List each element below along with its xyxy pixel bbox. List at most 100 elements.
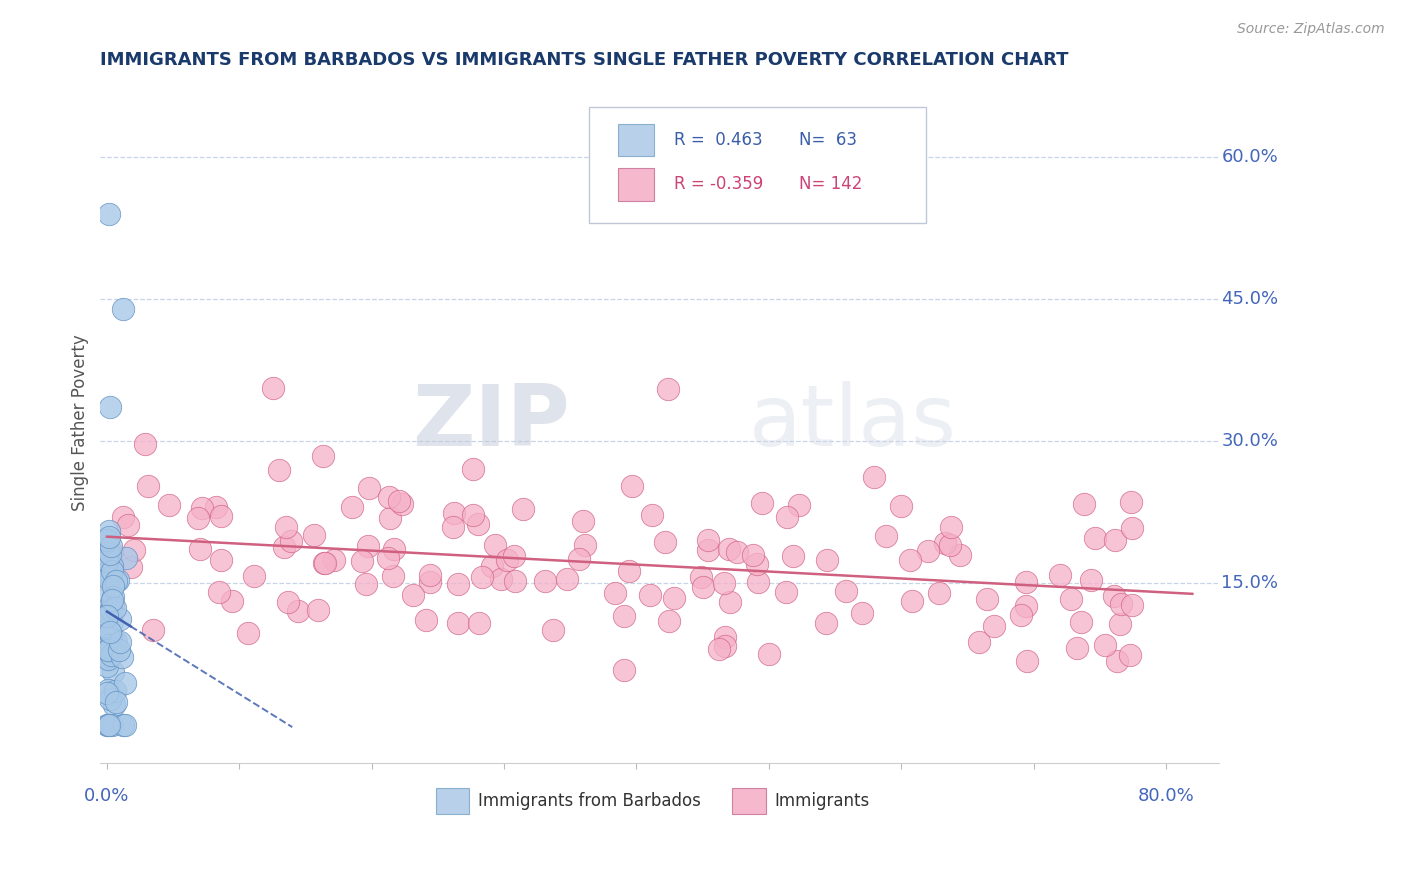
Bar: [619, 168, 654, 201]
Point: [98, 400, 121, 414]
Point: [97, 643, 120, 657]
Point: [714, 630, 737, 644]
Point: [654, 534, 676, 549]
Text: R = -0.359: R = -0.359: [673, 176, 763, 194]
Point: [312, 556, 335, 570]
Point: [1109, 597, 1132, 611]
Point: [461, 508, 484, 523]
Point: [96, 564, 118, 578]
Point: [714, 639, 737, 653]
Point: [815, 553, 838, 567]
Point: [1121, 521, 1143, 535]
Point: [1121, 598, 1143, 612]
Point: [471, 570, 494, 584]
Point: [789, 498, 811, 512]
Point: [391, 497, 413, 511]
Point: [97, 607, 120, 621]
Point: [276, 520, 298, 534]
Point: [613, 663, 636, 677]
Point: [98, 547, 121, 561]
Point: [97, 718, 120, 732]
Point: [1107, 654, 1129, 668]
Point: [97, 649, 120, 664]
Point: [188, 541, 211, 556]
Point: [236, 626, 259, 640]
Point: [612, 609, 634, 624]
Point: [814, 616, 837, 631]
Point: [621, 479, 644, 493]
Point: [342, 500, 364, 515]
Point: [209, 552, 232, 566]
Point: [382, 541, 405, 556]
Point: [101, 598, 124, 612]
Text: Source: ZipAtlas.com: Source: ZipAtlas.com: [1237, 22, 1385, 37]
Point: [96, 659, 118, 673]
Point: [1108, 617, 1130, 632]
Point: [157, 498, 180, 512]
Point: [402, 588, 425, 602]
Point: [107, 574, 129, 588]
Point: [419, 568, 441, 582]
Point: [862, 470, 884, 484]
Point: [617, 564, 640, 578]
Point: [124, 543, 146, 558]
Point: [96, 533, 118, 547]
Point: [97, 574, 120, 588]
Point: [97, 622, 120, 636]
Text: atlas: atlas: [749, 381, 957, 464]
Point: [287, 604, 309, 618]
Text: R =  0.463: R = 0.463: [673, 131, 762, 149]
Point: [938, 538, 960, 552]
Point: [496, 553, 519, 567]
Point: [204, 500, 226, 514]
Point: [101, 579, 124, 593]
Point: [1066, 640, 1088, 655]
Text: 80.0%: 80.0%: [1137, 787, 1194, 805]
Point: [718, 595, 741, 609]
Point: [713, 576, 735, 591]
Point: [100, 602, 122, 616]
Point: [267, 463, 290, 477]
Point: [568, 552, 591, 566]
Point: [1017, 654, 1039, 668]
Point: [312, 449, 335, 463]
Point: [555, 572, 578, 586]
Point: [114, 550, 136, 565]
Point: [443, 520, 465, 534]
Point: [103, 698, 125, 713]
Text: 60.0%: 60.0%: [1222, 148, 1278, 166]
Point: [97, 638, 120, 652]
Point: [110, 634, 132, 648]
Text: IMMIGRANTS FROM BARBADOS VS IMMIGRANTS SINGLE FATHER POVERTY CORRELATION CHART: IMMIGRANTS FROM BARBADOS VS IMMIGRANTS S…: [100, 51, 1069, 69]
Point: [97, 585, 120, 599]
Point: [221, 594, 243, 608]
Point: [187, 511, 209, 525]
Point: [467, 516, 489, 531]
Point: [934, 535, 956, 549]
Point: [101, 591, 124, 605]
Point: [662, 591, 685, 605]
Point: [96, 554, 118, 568]
Point: [98, 624, 121, 639]
Point: [638, 588, 661, 602]
Point: [104, 574, 127, 589]
Point: [97, 683, 120, 698]
Point: [1073, 497, 1095, 511]
Point: [117, 517, 139, 532]
Point: [356, 540, 378, 554]
Point: [835, 583, 858, 598]
Point: [1070, 615, 1092, 630]
Point: [381, 569, 404, 583]
Text: Immigrants: Immigrants: [775, 792, 870, 810]
Point: [98, 601, 121, 615]
Point: [359, 482, 381, 496]
Point: [503, 549, 526, 563]
Point: [657, 382, 679, 396]
Point: [468, 615, 491, 630]
Point: [111, 301, 134, 316]
Point: [111, 649, 134, 664]
Y-axis label: Single Father Poverty: Single Father Poverty: [72, 334, 89, 510]
Point: [976, 591, 998, 606]
Point: [104, 600, 127, 615]
Point: [191, 500, 214, 515]
